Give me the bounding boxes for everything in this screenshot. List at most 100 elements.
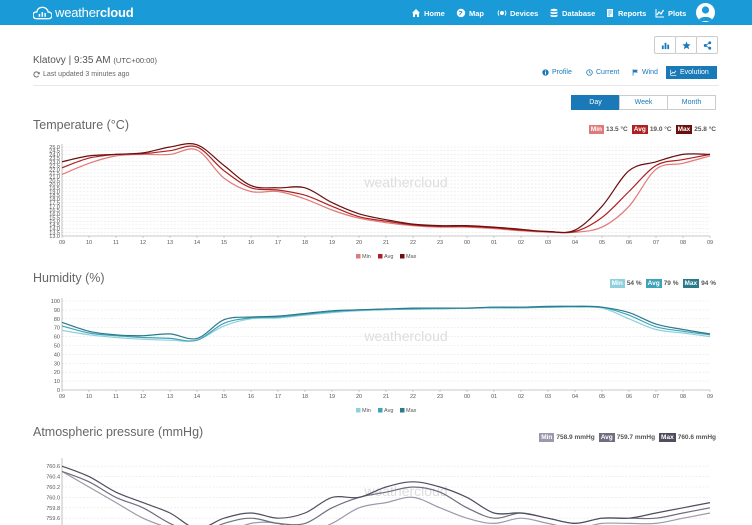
- share-button[interactable]: [696, 36, 718, 54]
- humidity-ytick-label: 80: [54, 317, 60, 323]
- humidity-summary: Min 54 % Avg 79 % Max 94 %: [606, 279, 716, 288]
- period-month-label: Month: [681, 99, 702, 106]
- temperature-ytick-label: 18.5: [49, 193, 60, 199]
- humidity-xtick-label: 16: [248, 394, 254, 400]
- cloud-logo-icon: [33, 6, 52, 19]
- brand-text: weathercloud: [55, 5, 134, 20]
- nav-devices[interactable]: Devices: [497, 7, 538, 19]
- nav-plots-label: Plots: [668, 8, 687, 18]
- period-day-label: Day: [589, 99, 602, 106]
- nav-devices-label: Devices: [510, 8, 539, 18]
- temperature-ytick-label: 17.5: [49, 201, 60, 207]
- tab-wind[interactable]: Wind: [628, 66, 662, 79]
- temperature-legend-swatch: [400, 254, 405, 259]
- tab-profile[interactable]: Profile: [538, 66, 576, 79]
- nav-database[interactable]: Database: [549, 7, 595, 19]
- humidity-legend-swatch: [356, 408, 361, 413]
- temperature-xtick-label: 00: [464, 240, 470, 246]
- temperature-legend-label: Avg: [384, 254, 393, 260]
- tab-evolution[interactable]: Evolution: [666, 66, 717, 79]
- brand-logo[interactable]: weathercloud: [33, 3, 134, 22]
- humidity-series-min: [61, 306, 711, 342]
- humidity-ytick-label: 10: [54, 379, 60, 385]
- humidity-xtick-label: 13: [167, 394, 173, 400]
- temperature-xtick-label: 10: [86, 240, 92, 246]
- temperature-ytick-label: 14.5: [49, 223, 60, 229]
- humidity-ytick-label: 60: [54, 335, 60, 341]
- user-avatar[interactable]: [696, 3, 715, 22]
- temperature-legend-swatch: [378, 254, 383, 259]
- humidity-series-max: [61, 305, 711, 340]
- temperature-xtick-label: 20: [356, 240, 362, 246]
- temperature-xtick-label: 09: [707, 240, 713, 246]
- temperature-chart: 25.024.524.023.523.022.522.021.521.020.5…: [49, 143, 713, 260]
- humidity-max-value: 94 %: [701, 280, 716, 287]
- pressure-ytick-label: 760.2: [46, 485, 60, 491]
- nav-map-label: Map: [469, 8, 484, 18]
- temperature-legend-swatch: [356, 254, 361, 259]
- nav-home[interactable]: Home: [411, 7, 445, 19]
- brand-text-plain: weather: [55, 5, 100, 20]
- humidity-avg-value: 79 %: [663, 280, 679, 287]
- humidity-max-tag: Max: [682, 279, 700, 288]
- temperature-ytick-label: 17.0: [49, 204, 60, 210]
- temperature-avg-tag: Avg: [631, 125, 648, 134]
- temperature-ytick-label: 23.0: [49, 160, 60, 166]
- period-month-button[interactable]: Month: [667, 95, 716, 110]
- temperature-max-value: 25.8 °C: [694, 126, 716, 133]
- temperature-xtick-label: 07: [653, 240, 659, 246]
- pressure-summary: Min 758.9 mmHg Avg 759.7 mmHg Max 760.6 mmH…: [535, 433, 716, 442]
- humidity-xtick-label: 23: [437, 394, 443, 400]
- pressure-min-value: 758.9 mmHg: [556, 434, 595, 441]
- chart-view-button[interactable]: [654, 36, 676, 54]
- humidity-xtick-label: 17: [275, 394, 281, 400]
- humidity-avg-tag: Avg: [645, 279, 662, 288]
- star-icon: [681, 40, 691, 49]
- last-updated-text: Last updated 3 minutes ago: [43, 71, 130, 78]
- chart-icon: [670, 69, 677, 76]
- temperature-ytick-label: 24.5: [49, 149, 60, 155]
- humidity-xtick-label: 09: [707, 394, 713, 400]
- nav-map[interactable]: Map: [456, 7, 484, 19]
- station-name-time: Klatovy | 9:35 AM (UTC+00:00): [33, 55, 157, 66]
- humidity-xtick-label: 05: [599, 394, 605, 400]
- period-day-button[interactable]: Day: [571, 95, 620, 110]
- humidity-xtick-label: 02: [518, 394, 524, 400]
- tab-current[interactable]: Current: [582, 66, 623, 79]
- humidity-xtick-label: 22: [410, 394, 416, 400]
- reports-icon: [607, 9, 613, 17]
- temperature-watermark: weathercloud: [363, 174, 447, 190]
- temperature-xtick-label: 03: [545, 240, 551, 246]
- temperature-xtick-label: 05: [599, 240, 605, 246]
- humidity-legend-label: Avg: [384, 408, 393, 414]
- temperature-ytick-label: 15.0: [49, 219, 60, 225]
- temperature-xtick-label: 16: [248, 240, 254, 246]
- home-icon: [412, 9, 420, 17]
- temperature-ytick-label: 16.0: [49, 212, 60, 218]
- humidity-xtick-label: 10: [86, 394, 92, 400]
- temperature-xtick-label: 01: [491, 240, 497, 246]
- temperature-xtick-label: 17: [275, 240, 281, 246]
- period-week-button[interactable]: Week: [619, 95, 668, 110]
- temperature-series-max: [61, 143, 711, 234]
- humidity-xtick-label: 04: [572, 394, 578, 400]
- temperature-avg-value: 19.0 °C: [649, 126, 672, 133]
- station-timezone: (UTC+00:00): [113, 56, 157, 65]
- humidity-xtick-label: 12: [140, 394, 146, 400]
- favorite-button[interactable]: [675, 36, 697, 54]
- humidity-ytick-label: 100: [51, 299, 60, 305]
- temperature-ytick-label: 20.5: [49, 178, 60, 184]
- humidity-xtick-label: 07: [653, 394, 659, 400]
- humidity-xtick-label: 18: [302, 394, 308, 400]
- temperature-ytick-label: 22.5: [49, 164, 60, 170]
- nav-plots[interactable]: Plots: [655, 7, 686, 19]
- nav-reports[interactable]: Reports: [605, 7, 646, 19]
- station-name: Klatovy | 9:35 AM: [33, 55, 111, 66]
- info-icon: [542, 69, 549, 76]
- temperature-xtick-label: 19: [329, 240, 335, 246]
- temperature-xtick-label: 06: [626, 240, 632, 246]
- humidity-legend-label: Max: [406, 408, 417, 414]
- flag-icon: [632, 69, 638, 76]
- last-updated: Last updated 3 minutes ago: [33, 71, 129, 78]
